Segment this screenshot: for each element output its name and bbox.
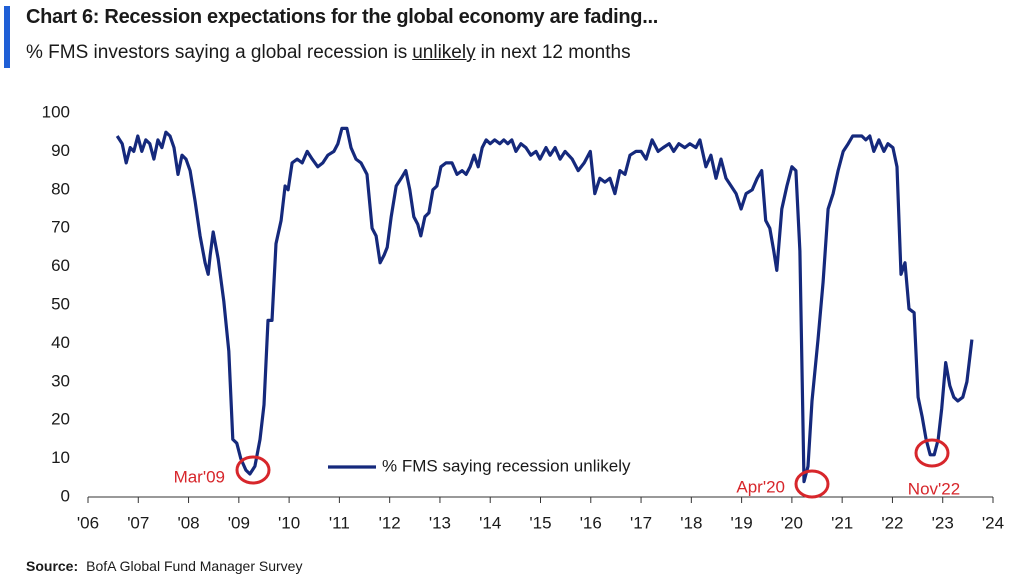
title-accent <box>4 6 10 68</box>
x-tick-label: '06 <box>77 513 99 532</box>
x-tick-label: '11 <box>329 513 350 532</box>
y-tick-label: 30 <box>51 371 70 390</box>
subtitle-text: % FMS investors saying a global recessio… <box>26 42 408 63</box>
source: BofA Global Fund Manager Survey <box>86 558 303 574</box>
legend-label: % FMS saying recession unlikely <box>382 456 631 475</box>
footer: Source: BofA Global Fund Manager Survey <box>26 558 302 574</box>
x-tick-label: '17 <box>630 513 652 532</box>
annotation-label: Nov'22 <box>908 479 960 498</box>
x-tick-label: '14 <box>479 513 501 532</box>
annotation-circle <box>235 455 271 485</box>
x-tick-label: '24 <box>982 513 1004 532</box>
x-tick-label: '19 <box>731 513 753 532</box>
y-tick-label: 50 <box>51 294 70 313</box>
annotation-label: Mar'09 <box>174 467 225 486</box>
y-tick-label: 90 <box>51 141 70 160</box>
x-tick-label: '21 <box>831 513 853 532</box>
y-tick-label: 0 <box>61 486 70 505</box>
annotation-label: Apr'20 <box>736 477 785 496</box>
y-tick-label: 10 <box>51 448 70 467</box>
subtitle-emphasis: unlikely <box>412 42 476 63</box>
x-tick-label: '20 <box>781 513 803 532</box>
x-tick-label: '07 <box>127 513 149 532</box>
x-tick-label: '12 <box>379 513 401 532</box>
x-tick-label: '23 <box>932 513 954 532</box>
chart-subtitle: % FMS investors saying a global recessio… <box>26 42 631 64</box>
subtitle-text: in next 12 months <box>480 42 631 63</box>
x-tick-label: '18 <box>680 513 702 532</box>
x-tick-label: '13 <box>429 513 451 532</box>
y-tick-label: 60 <box>51 256 70 275</box>
y-tick-label: 70 <box>51 218 70 237</box>
y-tick-label: 20 <box>51 410 70 429</box>
annotation-circle <box>914 438 950 468</box>
y-tick-label: 80 <box>51 179 70 198</box>
chart-title: Chart 6: Recession expectations for the … <box>26 6 658 28</box>
source-label: Source: <box>26 558 79 574</box>
x-tick-label: '10 <box>278 513 300 532</box>
x-tick-label: '16 <box>580 513 602 532</box>
y-tick-label: 40 <box>51 333 70 352</box>
data-line <box>115 126 974 484</box>
x-tick-label: '22 <box>881 513 903 532</box>
x-tick-label: '08 <box>177 513 199 532</box>
x-tick-label: '15 <box>529 513 551 532</box>
y-tick-label: 100 <box>42 102 70 121</box>
x-tick-label: '09 <box>228 513 250 532</box>
annotation-circle <box>794 469 830 499</box>
